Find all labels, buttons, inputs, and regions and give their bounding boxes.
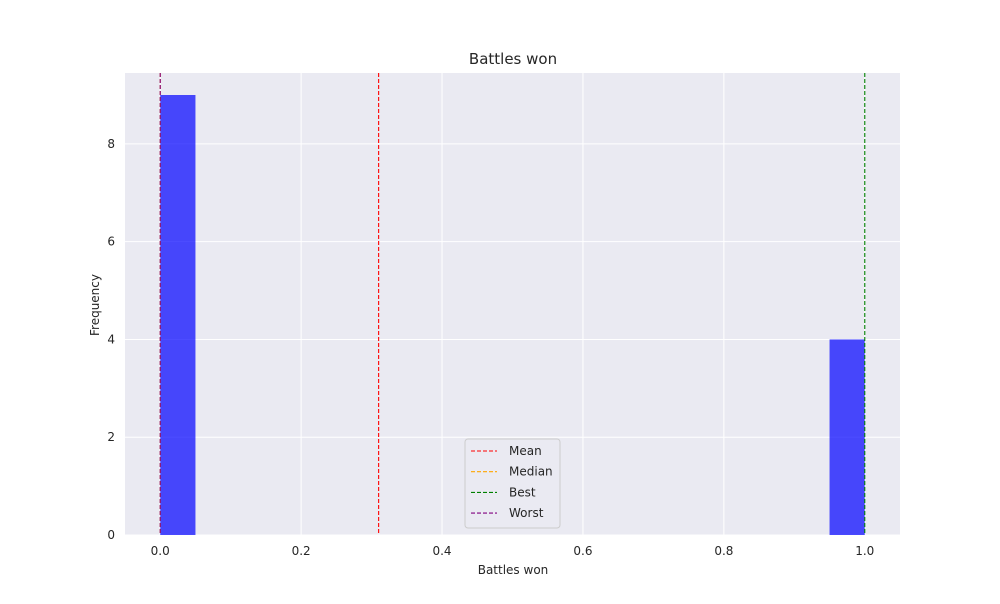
y-axis-ticks: 0 2 4 6 8: [107, 137, 115, 542]
y-axis-label: Frequency: [88, 274, 102, 336]
y-tick-label: 4: [107, 332, 115, 346]
legend-label: Median: [509, 465, 553, 479]
legend-label: Worst: [509, 506, 544, 520]
grid-lines: [125, 73, 900, 536]
histogram-bar: [160, 95, 196, 535]
histogram-bar: [829, 339, 865, 535]
y-tick-label: 6: [107, 235, 115, 249]
x-tick-label: 0.8: [714, 544, 733, 558]
legend: Mean Median Best Worst: [464, 438, 561, 529]
x-tick-label: 0.6: [573, 544, 592, 558]
x-tick-label: 0.0: [151, 544, 170, 558]
legend-box: [464, 438, 561, 529]
x-tick-label: 0.4: [432, 544, 451, 558]
y-tick-label: 2: [107, 430, 115, 444]
x-axis-label: Battles won: [478, 563, 549, 577]
y-tick-label: 0: [107, 528, 115, 542]
legend-label: Mean: [509, 444, 542, 458]
reference-lines: [159, 73, 866, 535]
x-tick-label: 1.0: [855, 544, 874, 558]
x-tick-label: 0.2: [292, 544, 311, 558]
chart-title: Battles won: [469, 50, 557, 68]
x-axis-ticks: 0.0 0.2 0.4 0.6 0.8 1.0: [151, 544, 875, 558]
y-tick-label: 8: [107, 137, 115, 151]
histogram-bars: [160, 95, 865, 535]
legend-label: Best: [509, 485, 536, 499]
